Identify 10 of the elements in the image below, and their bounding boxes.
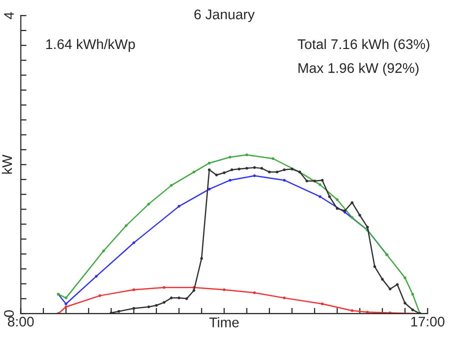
y-tick-label: 4 <box>4 12 14 20</box>
x-axis-title: Time <box>209 317 239 328</box>
annotation: 1.64 kWh/kWp <box>46 38 135 52</box>
chart-title: 6 January <box>194 9 255 22</box>
y-axis-title: kW <box>2 154 12 174</box>
x-tick-label: 17:00 <box>411 316 444 327</box>
annotation: Max 1.96 kW (92%) <box>298 62 418 76</box>
annotation: Total 7.16 kWh (63%) <box>298 38 430 52</box>
x-tick-label: 8:00 <box>8 316 34 327</box>
y-tick-label: 0 <box>4 310 14 317</box>
